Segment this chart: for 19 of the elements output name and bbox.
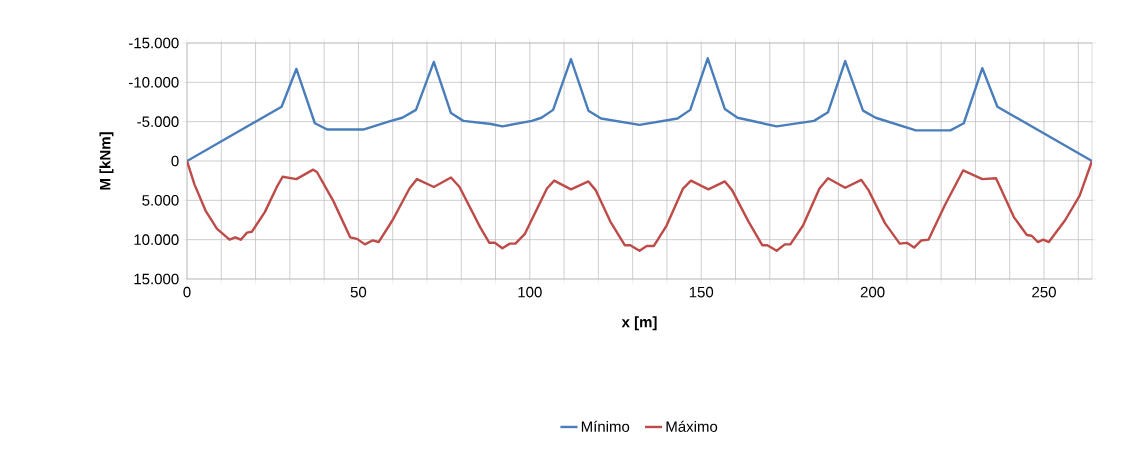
y-axis-title: M [kNm]	[99, 132, 114, 190]
y-tick-label: 5.000	[142, 195, 179, 206]
x-axis-title: x [m]	[621, 316, 657, 331]
y-tick-label: 10.000	[134, 234, 179, 245]
x-tick-label: 0	[183, 286, 191, 298]
y-tick-label: -5.000	[137, 116, 179, 127]
x-tick-label: 200	[860, 286, 885, 298]
legend-label: Mínimo	[581, 420, 630, 432]
legend-label: Máximo	[666, 420, 718, 432]
x-tick-label: 150	[689, 286, 714, 298]
y-tick-label: 15.000	[134, 273, 179, 285]
y-tick-label: -15.000	[128, 37, 179, 49]
x-tick-label: 50	[350, 286, 367, 298]
y-tick-label: -10.000	[128, 77, 179, 88]
x-tick-label: 100	[518, 286, 542, 298]
x-tick-label: 250	[1032, 286, 1056, 298]
y-tick-label: 0	[171, 155, 179, 167]
line-series	[187, 57, 1092, 163]
line-series	[187, 159, 1092, 252]
